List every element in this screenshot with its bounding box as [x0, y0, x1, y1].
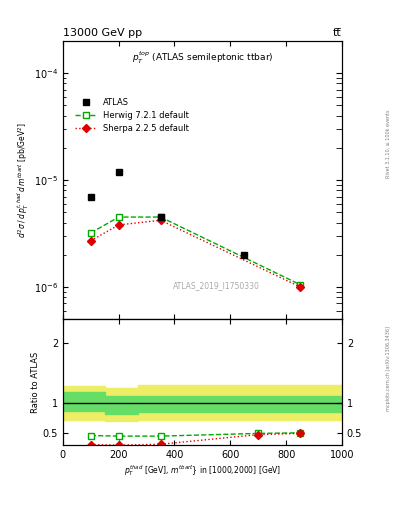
Text: 13000 GeV pp: 13000 GeV pp: [63, 28, 142, 38]
X-axis label: $p_T^{thad}$ [GeV], $m^{tbar\ell}$} in [1000,2000] [GeV]: $p_T^{thad}$ [GeV], $m^{tbar\ell}$} in […: [124, 463, 281, 478]
Text: tt̅: tt̅: [333, 28, 342, 38]
Y-axis label: Ratio to ATLAS: Ratio to ATLAS: [31, 352, 40, 413]
Text: Rivet 3.1.10, ≥ 100k events: Rivet 3.1.10, ≥ 100k events: [386, 109, 391, 178]
Text: $p_T^{top}$ (ATLAS semileptonic ttbar): $p_T^{top}$ (ATLAS semileptonic ttbar): [132, 49, 273, 66]
Legend: ATLAS, Herwig 7.2.1 default, Sherpa 2.2.5 default: ATLAS, Herwig 7.2.1 default, Sherpa 2.2.…: [73, 95, 191, 136]
Text: mcplots.cern.ch [arXiv:1306.3436]: mcplots.cern.ch [arXiv:1306.3436]: [386, 326, 391, 411]
Y-axis label: $d^2\sigma\,/\,d\,p_T^{t,had}\,d\,m^{tbar\ell}$ [pb/GeV$^2$]: $d^2\sigma\,/\,d\,p_T^{t,had}\,d\,m^{tba…: [16, 122, 31, 238]
Text: ATLAS_2019_I1750330: ATLAS_2019_I1750330: [173, 281, 260, 290]
